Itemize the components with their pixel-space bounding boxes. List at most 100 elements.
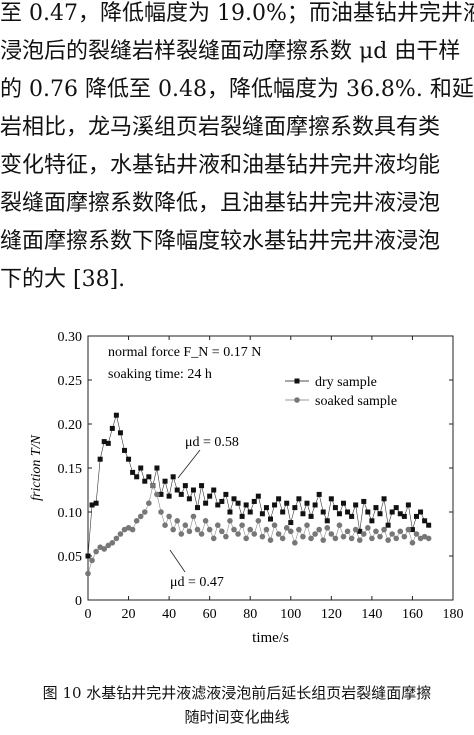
soaked-point — [259, 533, 266, 540]
soaked-point — [328, 531, 335, 537]
dry-point — [134, 474, 140, 480]
dry-point — [215, 502, 221, 508]
dry-point — [397, 511, 403, 517]
dry-point — [304, 500, 310, 506]
dry-point — [247, 509, 253, 515]
dry-point — [117, 430, 123, 436]
dry-point — [178, 491, 184, 497]
soaked-point — [320, 537, 327, 543]
dry-point — [251, 498, 257, 504]
figure-caption: 图 10 水基钻井完井液滤液浸泡前后延长组页岩裂缝面摩擦 随时间变化曲线 — [0, 681, 474, 729]
paragraph-line: 缝面摩擦系数下降幅度较水基钻井完井液浸泡 — [0, 229, 441, 254]
caption-line-2: 随时间变化曲线 — [184, 708, 290, 726]
dry-point — [219, 498, 225, 504]
dry-point — [365, 509, 371, 515]
dry-point — [332, 505, 338, 511]
dry-point — [316, 491, 322, 497]
dry-point — [186, 496, 192, 502]
dry-point — [336, 511, 342, 517]
soaked-point — [389, 531, 395, 537]
x-tick-label: 160 — [402, 607, 423, 622]
dry-point — [239, 513, 245, 519]
mu-dry-pointer — [177, 449, 201, 479]
soaked-point — [93, 548, 99, 555]
soaked-point — [340, 533, 347, 540]
dry-point — [272, 502, 278, 508]
x-tick-label: 20 — [122, 607, 136, 622]
caption-line-1: 图 10 水基钻井完井液滤液浸泡前后延长组页岩裂缝面摩擦 — [42, 684, 432, 702]
x-tick-label: 140 — [361, 607, 382, 622]
soaked-point — [146, 500, 152, 506]
soaked-point — [247, 526, 254, 533]
dry-point — [146, 474, 152, 480]
soaked-point — [243, 535, 249, 542]
y-tick-label: 0 — [75, 594, 82, 609]
soaked-point — [356, 537, 363, 543]
soaked-point — [85, 570, 91, 577]
dry-point — [373, 505, 379, 511]
dry-point — [349, 513, 355, 519]
dry-point — [105, 440, 111, 446]
soaked-point — [166, 513, 172, 520]
dry-point — [259, 511, 265, 517]
soaked-point — [304, 522, 310, 528]
soaked-point — [401, 533, 408, 540]
dry-point — [166, 493, 172, 499]
soaked-point — [267, 537, 274, 543]
soaked-point — [186, 528, 193, 535]
soaked-point — [413, 531, 420, 537]
dry-point — [126, 456, 132, 462]
soaked-point — [239, 522, 245, 528]
dry-series-line — [87, 414, 429, 557]
soaked-point — [405, 526, 412, 533]
annotation-mu-dry: μd = 0.58 — [185, 435, 239, 450]
dry-point — [162, 478, 168, 484]
soaked-point — [316, 526, 322, 533]
friction-chart: 0 20 40 60 80 100 120 140 160 180 0 0.05 0.10 0.15 0.2… — [29, 330, 464, 646]
soaked-point — [109, 540, 116, 546]
soaked-point — [198, 531, 205, 537]
soaked-point — [352, 526, 359, 533]
soaked-point — [235, 531, 241, 537]
dry-point — [263, 505, 269, 511]
y-tick-label: 0.10 — [58, 506, 83, 521]
soaked-point — [292, 540, 298, 546]
y-tick-label: 0.05 — [58, 550, 83, 565]
soaked-point — [150, 482, 156, 489]
dry-point — [324, 518, 330, 524]
dry-point — [203, 500, 209, 506]
soaked-point — [397, 528, 404, 535]
dry-point — [223, 491, 229, 497]
dry-point — [97, 456, 103, 462]
y-tick-label: 0.25 — [58, 374, 83, 389]
dry-point — [276, 496, 282, 502]
dry-point — [85, 553, 91, 559]
dry-point — [369, 518, 375, 524]
dry-point — [280, 509, 286, 515]
soaked-point — [425, 535, 432, 542]
soaked-point — [360, 531, 367, 537]
soaked-point — [283, 525, 290, 531]
soaked-point — [206, 526, 213, 533]
soaked-point — [137, 513, 144, 520]
dry-point — [207, 493, 213, 499]
soaked-point — [227, 518, 233, 524]
dry-point — [243, 502, 249, 508]
soaked-point — [369, 535, 375, 542]
soaked-point — [133, 518, 140, 524]
soaked-point — [170, 526, 176, 533]
paragraph-line: 至 0.47，降低幅度为 19.0%；而油基钻井完井液 — [0, 1, 474, 26]
soaked-point — [251, 531, 258, 537]
chart-labels: friction T/N time/s normal force F_N = 0… — [29, 345, 397, 646]
paragraph-line: 岩相比，龙马溪组页岩裂缝面摩擦系数具有类 — [0, 115, 441, 140]
soaked-point — [393, 535, 400, 542]
x-axis-label: time/s — [252, 630, 289, 646]
legend-label-soaked: soaked sample — [315, 394, 397, 409]
dry-point — [389, 509, 395, 515]
soaked-point — [365, 525, 371, 531]
dry-point — [409, 527, 415, 533]
y-tick-label: 0.30 — [58, 330, 83, 345]
chart-marks — [85, 412, 432, 577]
dry-point — [361, 498, 367, 504]
soaked-point — [202, 518, 209, 524]
